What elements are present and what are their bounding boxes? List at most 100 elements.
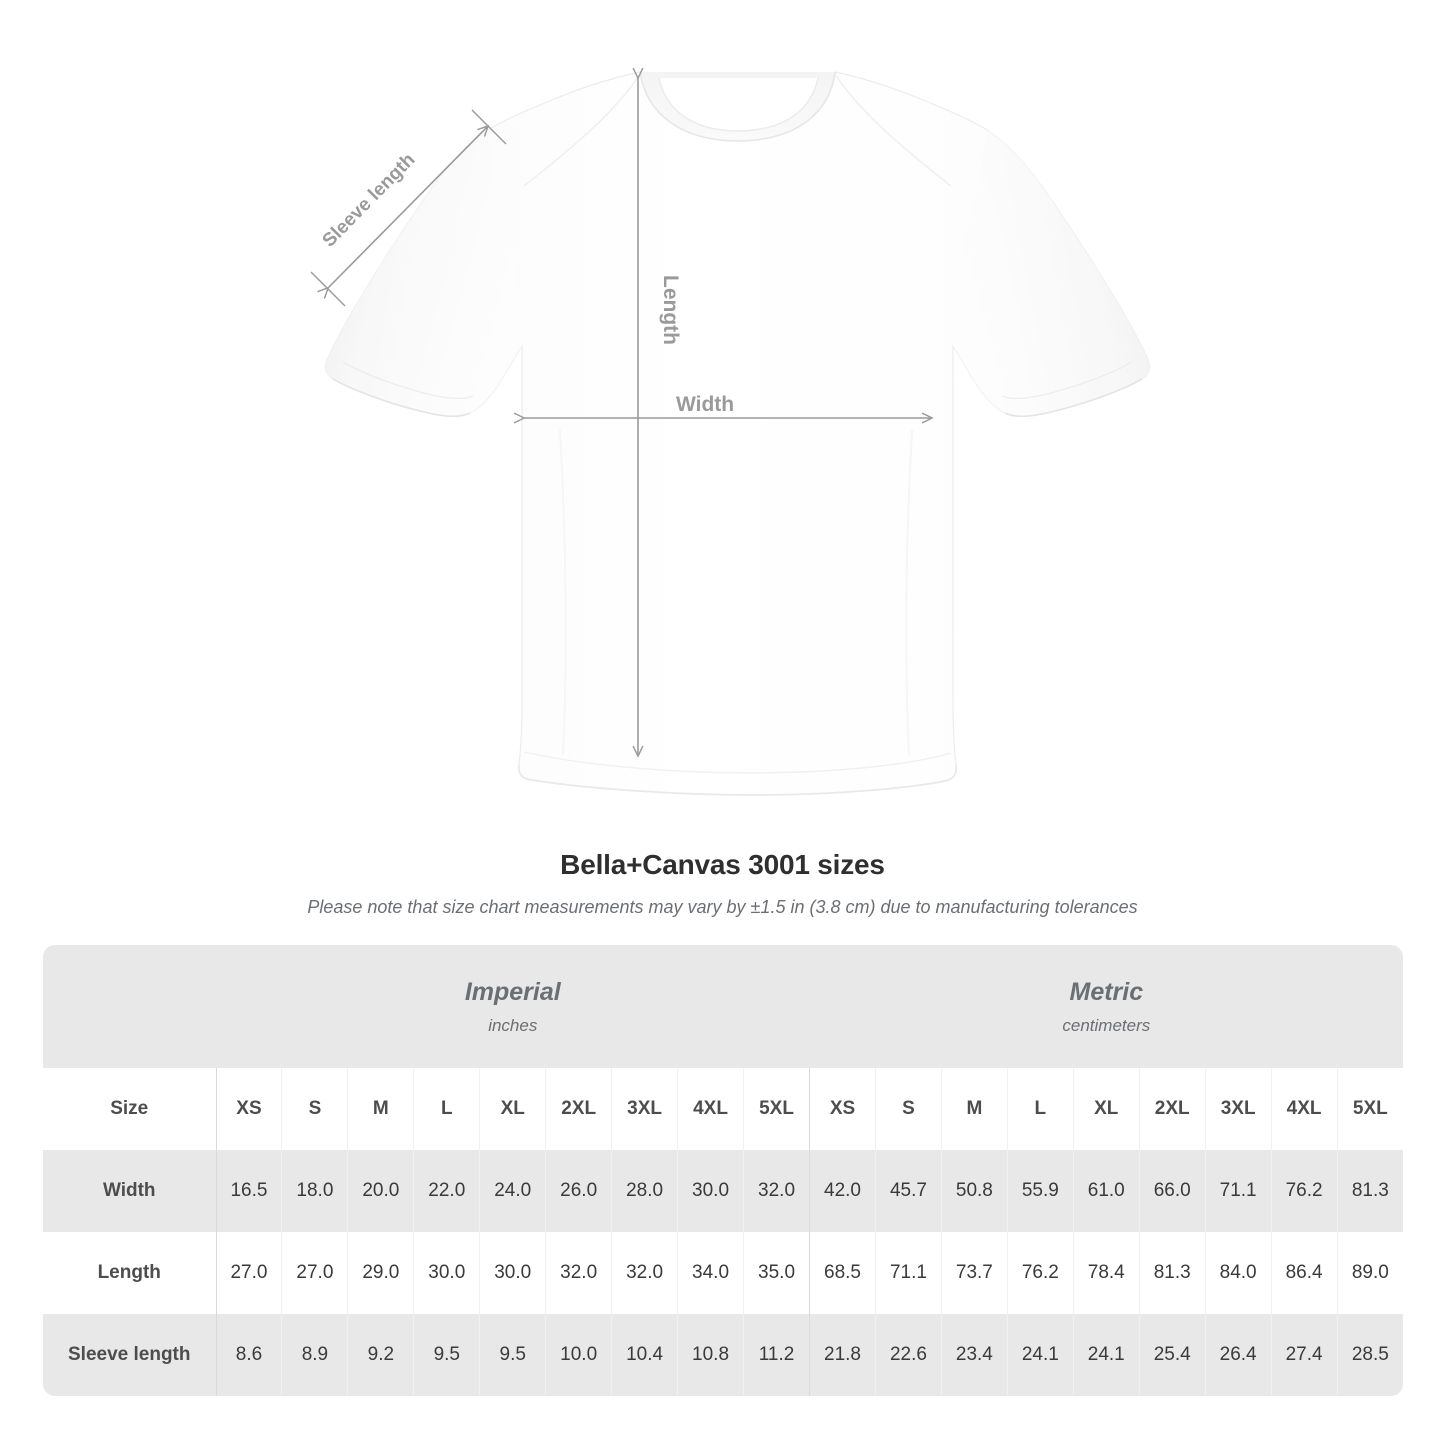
size-header-imperial-m: M: [347, 1068, 414, 1150]
cell-length-metric-2xl: 81.3: [1138, 1232, 1206, 1314]
cell-width-metric-m: 50.8: [940, 1150, 1008, 1232]
cell-length-metric-m: 73.7: [940, 1232, 1008, 1314]
cell-sleeve-length-imperial-4xl: 10.8: [677, 1314, 744, 1396]
cell-length-metric-xs: 68.5: [809, 1232, 876, 1314]
collar-inner: [658, 77, 819, 132]
row-label-size: Size: [43, 1068, 216, 1150]
right-sleeve-hem-inner: [1001, 361, 1133, 400]
tshirt-diagram: Length Width Sleeve length: [310, 0, 1150, 796]
cell-width-imperial-4xl: 30.0: [677, 1150, 744, 1232]
title-block: Bella+Canvas 3001 sizes Please note that…: [0, 848, 1445, 918]
cell-length-imperial-3xl: 32.0: [611, 1232, 678, 1314]
size-header-imperial-3xl: 3XL: [611, 1068, 678, 1150]
cell-width-metric-3xl: 71.1: [1204, 1150, 1272, 1232]
size-header-metric-xl: XL: [1072, 1068, 1140, 1150]
cell-sleeve-length-imperial-xs: 8.6: [215, 1314, 282, 1396]
right-sleeve-hem: [1004, 378, 1143, 418]
body-fold-left: [559, 429, 567, 756]
cell-length-imperial-l: 30.0: [413, 1232, 480, 1314]
cell-sleeve-length-imperial-m: 9.2: [347, 1314, 414, 1396]
sleeve-tick-upper: [471, 109, 507, 145]
size-header-imperial-xl: XL: [479, 1068, 546, 1150]
unit-group-header-row: Imperial inches Metric centimeters: [43, 945, 1404, 1068]
cell-length-imperial-xs: 27.0: [215, 1232, 282, 1314]
table-row: Length 27.0 27.0 29.0 30.0 30.0 32.0 32.0 34.0 35…: [43, 1232, 1404, 1314]
cell-width-imperial-xs: 16.5: [215, 1150, 282, 1232]
page-title: Bella+Canvas 3001 sizes: [560, 849, 885, 880]
unit-group-units: inches: [488, 1015, 538, 1035]
cell-length-metric-4xl: 86.4: [1270, 1232, 1338, 1314]
cell-length-metric-5xl: 89.0: [1336, 1232, 1404, 1314]
size-header-imperial-5xl: 5XL: [742, 1068, 810, 1150]
cell-length-metric-3xl: 84.0: [1204, 1232, 1272, 1314]
cell-width-metric-xs: 42.0: [809, 1150, 876, 1232]
cell-sleeve-length-metric-m: 23.4: [940, 1314, 1008, 1396]
left-sleeve-hem: [332, 378, 471, 418]
size-header-metric-l: L: [1006, 1068, 1074, 1150]
row-label-width: Width: [43, 1150, 216, 1232]
right-shoulder-seam: [834, 73, 952, 187]
cell-width-imperial-l: 22.0: [413, 1150, 480, 1232]
cell-width-metric-2xl: 66.0: [1138, 1150, 1206, 1232]
unit-header-spacer: [43, 945, 216, 1068]
sleeve-tick-lower: [310, 271, 346, 307]
cell-sleeve-length-metric-4xl: 27.4: [1270, 1314, 1338, 1396]
tolerance-note: Please note that size chart measurements…: [307, 897, 1138, 917]
size-chart-table: Imperial inches Metric centimeters Size XS S M L…: [43, 945, 1404, 1396]
cell-width-metric-4xl: 76.2: [1270, 1150, 1338, 1232]
sleeve-length-arrow: [328, 126, 488, 288]
tshirt-right-sleeve: [953, 130, 1150, 417]
cell-sleeve-length-metric-xl: 24.1: [1072, 1314, 1140, 1396]
width-label: Width: [676, 393, 734, 416]
left-sleeve-hem-inner: [342, 361, 474, 400]
unit-group-metric: Metric centimeters: [809, 945, 1404, 1068]
cell-width-imperial-xl: 24.0: [479, 1150, 546, 1232]
size-header-metric-s: S: [874, 1068, 942, 1150]
table-row: Width 16.5 18.0 20.0 22.0 24.0 26.0 28.0 30.0 32.…: [43, 1150, 1404, 1232]
size-header-metric-xs: XS: [809, 1068, 876, 1150]
cell-length-metric-xl: 78.4: [1072, 1232, 1140, 1314]
size-header-metric-2xl: 2XL: [1138, 1068, 1206, 1150]
cell-sleeve-length-metric-5xl: 28.5: [1336, 1314, 1404, 1396]
cell-width-imperial-m: 20.0: [347, 1150, 414, 1232]
size-header-imperial-l: L: [413, 1068, 480, 1150]
bottom-hem: [517, 764, 958, 796]
size-header-imperial-s: S: [281, 1068, 348, 1150]
cell-width-metric-xl: 61.0: [1072, 1150, 1140, 1232]
body-fold-right: [905, 429, 913, 756]
row-label-sleeve-length: Sleeve length: [43, 1314, 216, 1396]
cell-sleeve-length-imperial-xl: 9.5: [479, 1314, 546, 1396]
size-header-metric-4xl: 4XL: [1270, 1068, 1338, 1150]
cell-sleeve-length-imperial-s: 8.9: [281, 1314, 348, 1396]
tshirt-left-sleeve: [325, 130, 522, 417]
cell-sleeve-length-metric-s: 22.6: [874, 1314, 942, 1396]
size-header-metric-m: M: [940, 1068, 1008, 1150]
size-chart-table-wrap: Imperial inches Metric centimeters Size XS S M L…: [43, 945, 1404, 1396]
cell-width-metric-l: 55.9: [1006, 1150, 1074, 1232]
cell-length-imperial-5xl: 35.0: [742, 1232, 810, 1314]
cell-length-imperial-s: 27.0: [281, 1232, 348, 1314]
size-header-imperial-xs: XS: [215, 1068, 282, 1150]
cell-width-imperial-s: 18.0: [281, 1150, 348, 1232]
tshirt-shape: [325, 71, 1150, 796]
unit-group-units: centimeters: [1062, 1015, 1151, 1035]
cell-length-imperial-4xl: 34.0: [677, 1232, 744, 1314]
size-header-imperial-4xl: 4XL: [677, 1068, 744, 1150]
cell-width-imperial-2xl: 26.0: [545, 1150, 612, 1232]
cell-width-metric-s: 45.7: [874, 1150, 942, 1232]
cell-sleeve-length-imperial-3xl: 10.4: [611, 1314, 678, 1396]
cell-length-metric-s: 71.1: [874, 1232, 942, 1314]
unit-group-name: Imperial: [464, 977, 561, 1006]
table-row-size-header: Size XS S M L XL 2XL 3XL 4XL 5XL XS S M L XL 2XL 3XL 4XL 5…: [43, 1068, 1404, 1150]
length-label: Length: [659, 275, 682, 345]
cell-width-imperial-5xl: 32.0: [742, 1150, 810, 1232]
size-header-metric-3xl: 3XL: [1204, 1068, 1272, 1150]
cell-length-imperial-xl: 30.0: [479, 1232, 546, 1314]
left-shoulder-seam: [523, 73, 641, 187]
cell-length-metric-l: 76.2: [1006, 1232, 1074, 1314]
cell-sleeve-length-imperial-5xl: 11.2: [742, 1314, 810, 1396]
row-label-length: Length: [43, 1232, 216, 1314]
cell-length-imperial-2xl: 32.0: [545, 1232, 612, 1314]
cell-sleeve-length-imperial-2xl: 10.0: [545, 1314, 612, 1396]
tshirt-illustration-svg: Length Width Sleeve length: [310, 0, 1150, 796]
